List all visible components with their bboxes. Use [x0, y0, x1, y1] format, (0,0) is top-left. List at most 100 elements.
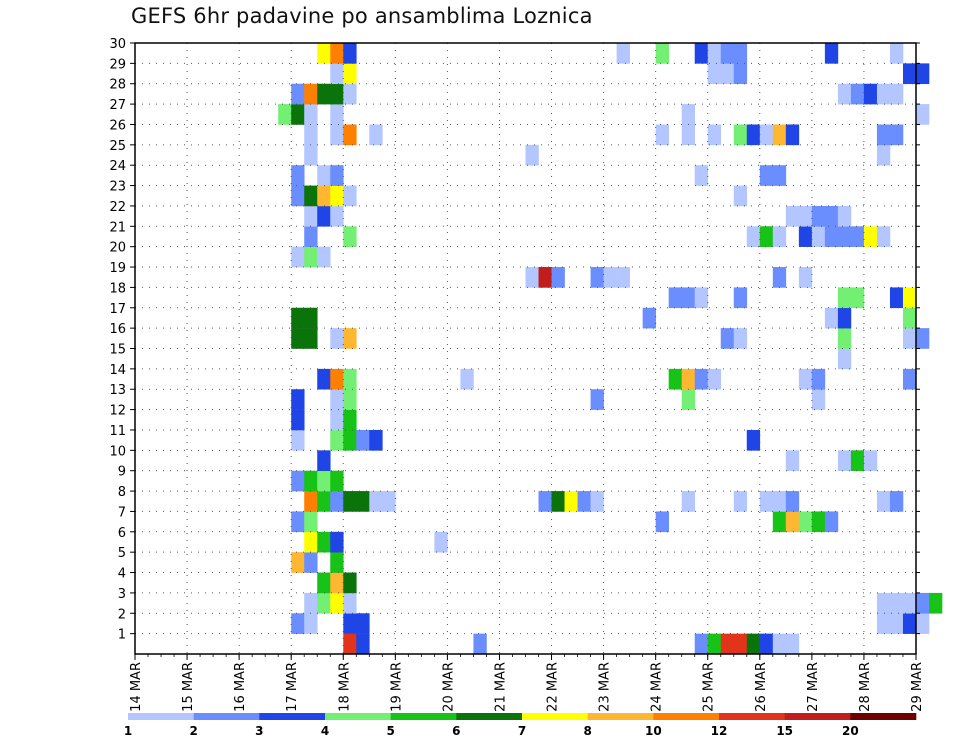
heatmap-cell: [330, 552, 344, 573]
y-tick-label: 23: [109, 180, 126, 195]
colorbar-label: 5: [386, 724, 394, 738]
heatmap-cell: [720, 63, 735, 85]
heatmap-cell: [863, 226, 878, 247]
heatmap-cell: [850, 226, 865, 247]
y-tick-label: 29: [109, 57, 126, 72]
heatmap-cell: [733, 633, 748, 655]
heatmap-cell: [889, 592, 904, 614]
heatmap-cell: [317, 205, 331, 227]
heatmap-cell: [668, 287, 682, 309]
heatmap-cell: [343, 368, 357, 390]
heatmap-cell: [837, 205, 852, 227]
heatmap-cell: [824, 307, 839, 329]
heatmap-cell: [916, 328, 930, 349]
heatmap-cell: [317, 83, 331, 105]
heatmap-cell: [304, 328, 318, 349]
heatmap-cell: [317, 165, 331, 186]
heatmap-cell: [291, 246, 305, 268]
heatmap-cell: [916, 592, 930, 614]
x-tick-label: 16 MAR: [233, 662, 248, 712]
y-tick-label: 21: [109, 220, 126, 235]
heatmap-cell: [759, 633, 774, 655]
heatmap-cell: [916, 104, 930, 125]
heatmap-cell: [291, 409, 305, 431]
heatmap-cell: [616, 43, 630, 64]
heatmap-cell: [304, 83, 318, 105]
y-tick-label: 18: [109, 281, 126, 296]
x-tick-label: 28 MAR: [858, 662, 873, 712]
heatmap-cell: [291, 307, 305, 329]
heatmap-cell: [317, 368, 331, 390]
colorbar-swatch: [390, 713, 457, 720]
heatmap-cell: [330, 429, 344, 451]
heatmap-cell: [564, 491, 578, 512]
heatmap-cell: [785, 205, 800, 227]
heatmap-cell: [863, 83, 878, 105]
y-tick-label: 19: [109, 261, 126, 276]
heatmap-cell: [889, 613, 904, 634]
heatmap-cell: [902, 287, 917, 309]
heatmap-cell: [330, 83, 344, 105]
heatmap-cell: [551, 491, 565, 512]
x-tick-label: 17 MAR: [285, 662, 300, 712]
colorbar-swatch: [784, 713, 851, 720]
heatmap-cell: [876, 83, 891, 105]
heatmap-cell: [317, 572, 331, 594]
heatmap-cell: [369, 124, 383, 146]
y-tick-label: 22: [109, 200, 126, 215]
colorbar-label: 8: [583, 724, 591, 738]
heatmap-cell: [681, 491, 696, 512]
y-tick-label: 25: [109, 139, 126, 154]
heatmap-cell: [291, 511, 305, 533]
heatmap-cell: [642, 307, 656, 329]
heatmap-cell: [291, 185, 305, 207]
heatmap-cell: [538, 267, 552, 288]
heatmap-cell: [590, 267, 604, 288]
heatmap-cell: [291, 165, 305, 186]
heatmap-cell: [330, 63, 344, 85]
heatmap-cell: [330, 409, 344, 431]
heatmap-cell: [317, 531, 331, 553]
y-tick-label: 26: [109, 118, 126, 133]
heatmap-cell: [304, 592, 318, 614]
y-tick-label: 14: [109, 363, 126, 378]
heatmap-cell: [746, 429, 761, 451]
heatmap-cell: [772, 267, 787, 288]
heatmap-cell: [330, 185, 344, 207]
heatmap-cell: [837, 226, 852, 247]
heatmap-cell: [837, 83, 852, 105]
heatmap-cell: [824, 205, 839, 227]
heatmap-cell: [304, 144, 318, 166]
heatmap-cell: [291, 328, 305, 349]
heatmap-cell: [525, 144, 539, 166]
heatmap-cell: [694, 165, 709, 186]
heatmap-cell: [889, 124, 904, 146]
heatmap-cell: [902, 368, 917, 390]
heatmap-cell: [590, 491, 604, 512]
y-tick-label: 16: [109, 322, 126, 337]
heatmap-cell: [733, 124, 748, 146]
heatmap-cell: [343, 633, 357, 655]
heatmap-cell: [304, 531, 318, 553]
heatmap-cell: [798, 267, 813, 288]
heatmap-cell: [369, 429, 383, 451]
heatmap-cell: [330, 491, 344, 512]
colorbar-swatch: [456, 713, 523, 720]
heatmap-cell: [733, 491, 748, 512]
y-tick-label: 11: [109, 424, 126, 439]
y-tick-label: 17: [109, 302, 126, 317]
heatmap-cell: [746, 124, 761, 146]
heatmap-cell: [434, 531, 448, 553]
heatmap-cell: [772, 511, 787, 533]
heatmap-cell: [850, 450, 865, 471]
heatmap-cell: [330, 470, 344, 492]
heatmap-cell: [707, 124, 722, 146]
heatmap-cell: [902, 63, 917, 85]
y-tick-label: 9: [118, 465, 126, 480]
heatmap-cell: [343, 613, 357, 634]
heatmap-cell: [278, 104, 292, 125]
heatmap-cell: [291, 389, 305, 410]
heatmap-cell: [304, 205, 318, 227]
heatmap-cell: [343, 389, 357, 410]
